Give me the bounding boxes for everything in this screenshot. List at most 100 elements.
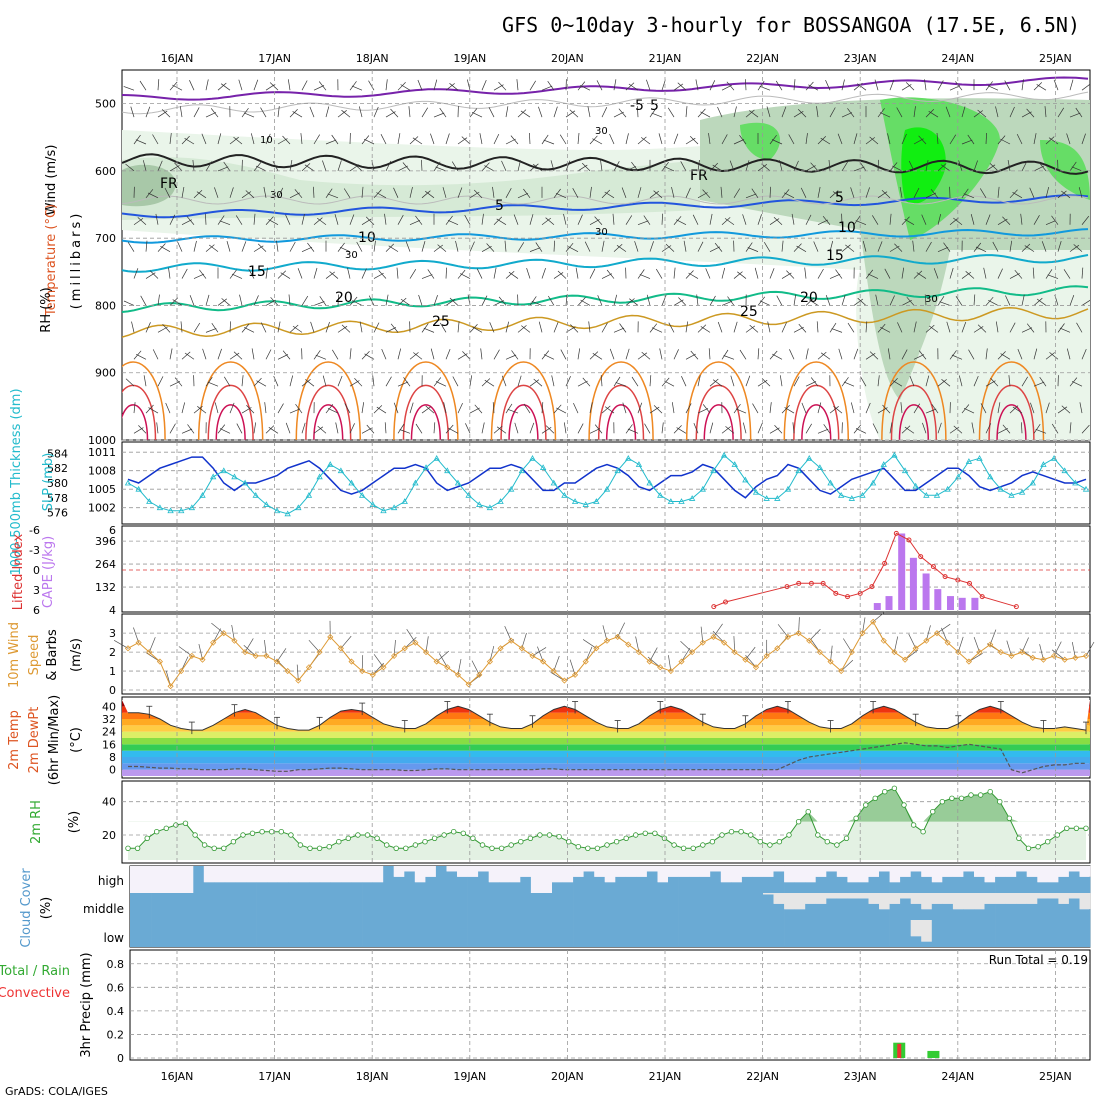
wind-barb (733, 139, 745, 145)
wind-barb (601, 322, 608, 333)
wind10m-barb (553, 655, 560, 672)
wind-barb (1078, 187, 1083, 198)
wind-barb (865, 402, 871, 414)
wind-marker (508, 637, 515, 644)
slp-marker (859, 492, 866, 498)
wind-barb (1057, 240, 1062, 252)
wind-barb (517, 109, 527, 118)
wind-barb (236, 423, 243, 434)
cloud-cell (731, 920, 743, 947)
contour-label: 5 (835, 190, 844, 206)
slp-marker (327, 461, 334, 467)
wind-barb (995, 321, 999, 333)
wind-barb (381, 348, 387, 360)
wind-barb (1069, 294, 1075, 306)
slp-marker (1072, 479, 1079, 486)
wind-barb (661, 295, 667, 306)
wind-barb (385, 294, 389, 306)
wind-barb (943, 242, 951, 252)
cloud-clear (963, 866, 975, 872)
slp-marker (422, 464, 430, 470)
cloud-clear (214, 866, 226, 883)
wind-barb (541, 134, 549, 145)
slp-marker (795, 467, 802, 474)
cloud-cell (203, 893, 215, 920)
cloud-clear (921, 893, 933, 910)
cloud-clear (931, 866, 943, 883)
wind-barb (791, 213, 795, 225)
temp-units-label: (°C) (69, 727, 84, 753)
cloud-cell (625, 920, 637, 947)
wind10m-barb (925, 625, 931, 641)
cloud-cell (773, 920, 785, 947)
wind-barb (496, 218, 507, 226)
wind-barb (1059, 327, 1071, 333)
wind-marker (422, 649, 430, 656)
warm-contour (783, 361, 850, 440)
wind-barb (256, 380, 267, 387)
wind-barb (529, 80, 536, 91)
wind-barb (1081, 83, 1090, 91)
cloud-clear (741, 866, 753, 877)
wind-barb (1075, 107, 1083, 118)
wind-barb (339, 246, 351, 252)
wind-barb (805, 133, 808, 145)
wind10m-barb (537, 646, 544, 662)
wind-barb (869, 136, 879, 145)
wind-barb (430, 348, 435, 360)
wind-barb (1020, 213, 1023, 225)
warm-contour (605, 404, 637, 440)
wind-barb (892, 380, 903, 387)
wind-barb (529, 296, 537, 306)
wind-barb (877, 375, 880, 387)
cloud-cell (963, 920, 975, 947)
precip-grid (130, 963, 1090, 1059)
wind-marker (774, 645, 781, 652)
warm-contour (685, 361, 752, 440)
wind-barb (152, 349, 159, 360)
wind-barb (285, 214, 291, 225)
wind-barb (241, 241, 247, 252)
wind-barb (136, 353, 147, 360)
wind-barb (769, 218, 780, 226)
slp-marker (1029, 479, 1036, 486)
rh-marker (652, 830, 658, 836)
wind-barb (241, 375, 244, 387)
wind-barb (604, 406, 615, 414)
cloud-cell (573, 893, 584, 920)
wind-barb (384, 213, 387, 225)
wind-barb (484, 165, 495, 172)
wind-barb (529, 214, 534, 225)
wind-barb (625, 166, 637, 172)
cloud-cell (889, 882, 901, 893)
wind-marker (486, 658, 493, 665)
wind-barb (949, 85, 961, 91)
wind-barb (855, 428, 867, 434)
wind-barb (941, 379, 951, 387)
wind-barb (337, 160, 342, 172)
cloud-clear (1016, 893, 1028, 904)
wind-barb (337, 294, 339, 306)
wind-barb (767, 321, 771, 333)
wind-barb (887, 133, 891, 145)
slp-marker (933, 492, 941, 498)
slp-marker (518, 467, 526, 474)
wind-barb (253, 422, 257, 434)
wind-panel-frame (121, 613, 1091, 695)
cloud-cell (182, 920, 194, 947)
wind-barb (592, 353, 603, 360)
wind-barb (169, 381, 181, 387)
cloud-cell (752, 893, 764, 920)
rh-marker (316, 845, 323, 851)
cloud-cell (478, 871, 489, 893)
cape-bar (971, 597, 979, 610)
wind-barb (219, 220, 231, 226)
wind-marker (646, 658, 653, 665)
wind-barb (592, 138, 603, 145)
wind-barb (922, 422, 927, 434)
top-date-label: 21JAN (649, 52, 682, 65)
precip-convective-bar (897, 1043, 902, 1058)
wind-barb (901, 425, 911, 434)
wind-barb (619, 323, 627, 333)
wind-barb (393, 187, 399, 198)
